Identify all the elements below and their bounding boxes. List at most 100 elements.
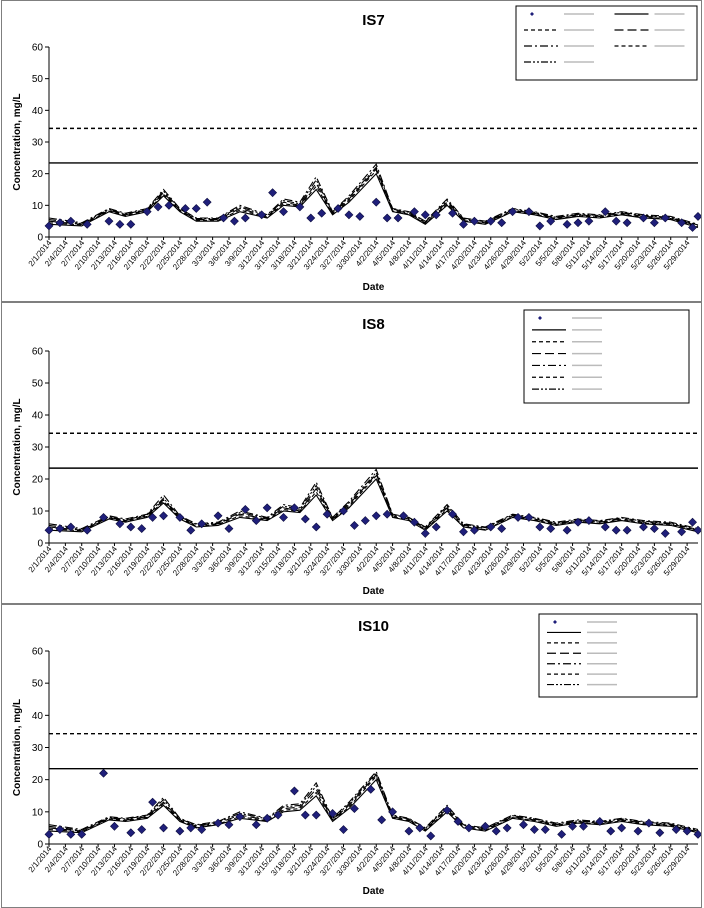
data-point <box>137 825 147 834</box>
data-point <box>404 826 414 836</box>
data-point <box>415 823 425 833</box>
chart-title: IS8 <box>362 316 385 333</box>
data-point <box>497 524 507 534</box>
data-point <box>660 213 670 223</box>
data-point <box>311 522 321 532</box>
data-point <box>148 512 158 522</box>
series-line <box>48 772 699 832</box>
y-axis-label: Concentration, mg/L <box>12 398 23 495</box>
data-point <box>486 216 496 226</box>
data-point <box>333 204 343 213</box>
series-line <box>48 474 699 532</box>
data-point <box>677 218 687 228</box>
data-point <box>639 522 648 532</box>
data-point <box>693 829 701 839</box>
data-point <box>448 509 458 519</box>
data-point <box>186 525 196 535</box>
y-tick-label: 60 <box>32 347 44 358</box>
data-point <box>257 210 267 220</box>
data-point <box>44 525 54 535</box>
data-point <box>110 821 119 831</box>
data-point <box>426 831 436 841</box>
data-point <box>240 213 250 223</box>
data-point <box>164 200 174 210</box>
data-point <box>491 826 501 836</box>
data-point <box>584 216 594 226</box>
data-point <box>688 223 697 232</box>
data-point <box>175 826 185 836</box>
data-point <box>617 823 627 833</box>
data-point <box>513 512 523 522</box>
y-tick-label: 50 <box>32 74 44 85</box>
legend <box>523 309 690 404</box>
data-point <box>360 516 370 526</box>
data-point <box>197 825 207 834</box>
chart-title: IS7 <box>362 12 385 29</box>
data-point <box>115 219 125 229</box>
y-tick-label: 30 <box>32 443 44 454</box>
data-point <box>349 520 359 530</box>
data-point <box>595 817 605 826</box>
data-point <box>524 207 534 217</box>
data-point <box>442 805 452 815</box>
chart-panel-is7: IS7 Concentration, mg/L Date 0 10 20 30 40 50 60 2… <box>1 0 702 302</box>
data-point <box>66 522 76 532</box>
data-point <box>399 511 408 521</box>
data-point <box>453 817 463 826</box>
data-point <box>191 204 201 213</box>
y-tick-label: 20 <box>32 775 44 786</box>
y-axis-label: Concentration, mg/L <box>12 93 23 190</box>
chart-svg-is10: IS10 Concentration, mg/L Date 0 10 20 30 40 50 60… <box>12 613 701 897</box>
series-line <box>48 473 699 531</box>
data-point <box>251 820 261 830</box>
data-point <box>99 768 108 778</box>
data-point <box>262 813 272 823</box>
data-point <box>55 825 65 834</box>
series-line <box>48 167 699 227</box>
data-point <box>469 216 479 226</box>
chart-panel-is10: IS10 Concentration, mg/L Date 0 10 20 30 40 50 60… <box>1 604 702 908</box>
data-point <box>420 528 430 538</box>
y-tick-label: 0 <box>37 539 43 550</box>
data-point <box>77 829 87 839</box>
series-line <box>48 172 699 229</box>
data-point <box>273 810 283 820</box>
data-point <box>497 218 507 228</box>
data-point <box>431 210 441 220</box>
legend-box <box>538 613 698 698</box>
y-tick-label: 40 <box>32 106 44 117</box>
data-point <box>251 516 261 526</box>
data-point <box>606 826 616 836</box>
data-point <box>240 504 250 514</box>
data-point <box>611 216 621 226</box>
data-point <box>649 524 659 534</box>
data-point <box>311 810 321 820</box>
data-point <box>573 517 583 527</box>
data-point <box>99 512 108 522</box>
y-tick-label: 10 <box>32 507 44 518</box>
data-point <box>355 211 365 221</box>
data-point <box>44 221 54 231</box>
data-point <box>339 825 348 834</box>
data-point <box>420 210 430 220</box>
y-tick-label: 60 <box>32 647 44 658</box>
data-point <box>55 218 65 228</box>
series-line <box>48 163 699 225</box>
chart-title: IS10 <box>358 618 389 635</box>
data-point <box>611 525 621 535</box>
y-tick-label: 0 <box>37 233 43 244</box>
data-point <box>153 202 163 212</box>
data-point <box>655 828 665 838</box>
data-point <box>339 506 348 516</box>
data-point <box>159 511 168 521</box>
data-point <box>633 826 643 836</box>
data-point <box>557 829 567 839</box>
data-point <box>524 512 534 522</box>
data-point <box>197 519 207 529</box>
data-point <box>213 511 223 521</box>
data-point <box>268 188 278 198</box>
y-tick-label: 60 <box>32 43 44 54</box>
data-point <box>584 516 594 526</box>
data-point <box>382 213 392 223</box>
data-point <box>300 810 310 820</box>
